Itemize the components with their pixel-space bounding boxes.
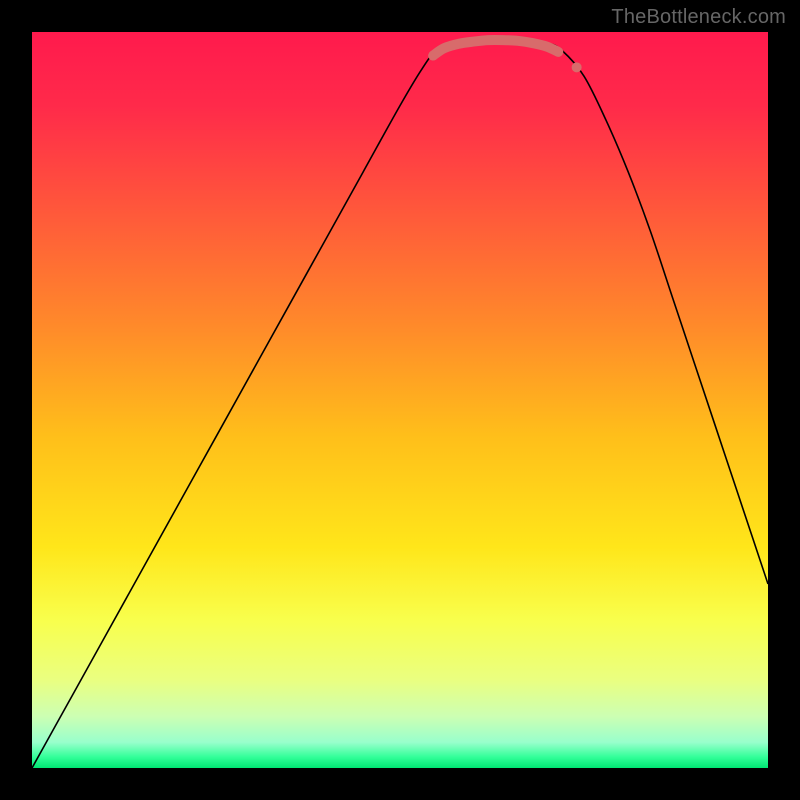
highlight-end-dot bbox=[572, 62, 582, 72]
watermark-text: TheBottleneck.com bbox=[611, 6, 786, 29]
chart-stage: TheBottleneck.com bbox=[0, 0, 800, 800]
bottleneck-curve-chart bbox=[0, 0, 800, 800]
